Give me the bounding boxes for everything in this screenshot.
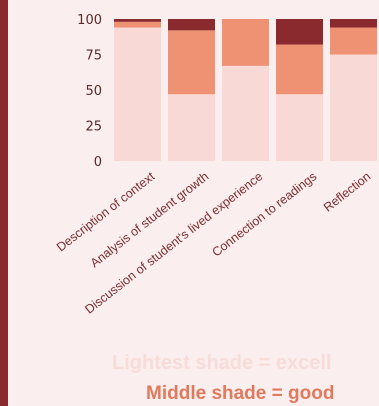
x-tick-label: Description of context — [54, 169, 158, 254]
bar-segment-2 — [114, 21, 161, 28]
y-tick-label: 25 — [85, 120, 102, 135]
bar-segment-3 — [330, 19, 377, 28]
bar-segment-1 — [330, 54, 377, 161]
x-tick-label: Reflection — [321, 169, 373, 214]
bar-segment-2 — [168, 30, 215, 95]
bar-segment-1 — [222, 65, 269, 161]
bar-segment-2 — [222, 19, 269, 66]
legend-middle-shade: Middle shade = good — [146, 383, 335, 404]
bar-segment-2 — [330, 27, 377, 55]
bar-segment-1 — [114, 27, 161, 161]
legend-lightest-shade: Lightest shade = excell — [112, 352, 332, 374]
bar-segment-3 — [276, 19, 323, 45]
y-tick-label: 0 — [94, 155, 102, 170]
bar-segment-1 — [276, 94, 323, 161]
y-axis: 0 25 50 75 100 — [77, 13, 102, 170]
bar-segment-3 — [168, 19, 215, 31]
bar-segment-1 — [168, 94, 215, 161]
bar-segment-2 — [276, 44, 323, 95]
bars-group — [114, 19, 377, 161]
x-tick-label: Connection to readings — [209, 169, 319, 259]
y-tick-label: 100 — [77, 13, 102, 28]
y-tick-label: 75 — [85, 49, 102, 64]
bar-segment-3 — [114, 19, 161, 22]
y-tick-label: 50 — [85, 84, 102, 99]
left-border-stripe — [0, 0, 8, 406]
